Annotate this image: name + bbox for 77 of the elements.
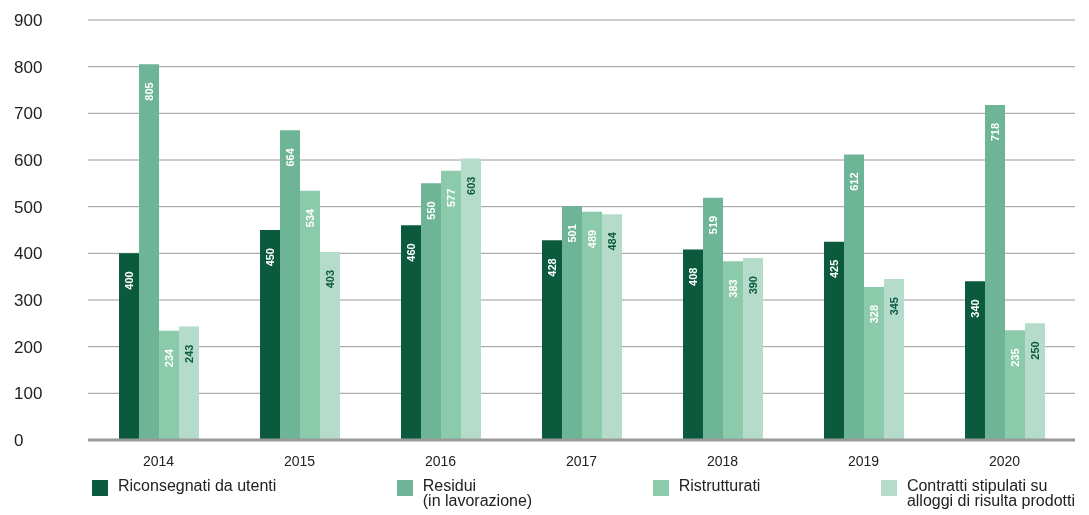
y-tick-label: 400 [14,244,43,264]
bar [1005,330,1026,440]
data-label: 340 [969,299,982,318]
y-tick-label: 200 [14,337,43,357]
data-label: 534 [304,207,317,228]
bar [864,286,885,440]
legend-label: Residui (in lavorazione) [422,477,533,509]
y-tick-label: 500 [14,197,43,217]
bar [743,258,764,440]
legend-label: Contratti stipulati su alloggi di risulta prodotti [906,477,1075,509]
y-tick-label: 100 [14,384,43,404]
legend-label: Riconsegnati da utenti [118,477,277,494]
y-tick-label: 800 [14,57,43,77]
bar [300,190,321,440]
data-label: 519 [707,215,720,235]
x-tick-label: 2016 [424,452,457,469]
data-label: 250 [1029,341,1042,360]
bar [119,253,140,440]
y-tick-label: 600 [14,151,43,171]
bar [461,158,482,440]
data-label: 235 [1009,348,1022,367]
bar [1025,323,1046,440]
data-label: 328 [868,304,881,324]
bar [562,206,583,440]
x-tick-label: 2018 [706,452,739,469]
data-label: 460 [405,243,418,262]
data-label: 612 [848,172,861,191]
data-label: 383 [727,279,740,298]
data-label: 805 [143,82,156,101]
data-label: 501 [566,224,579,243]
data-label: 428 [546,258,559,277]
bar [884,279,905,440]
data-label: 400 [123,271,136,290]
y-tick-label: 900 [14,11,43,31]
legend-label: Ristrutturati [678,477,761,494]
bar [824,241,845,440]
bar [965,281,986,440]
bar [542,240,563,440]
data-label: 664 [284,147,297,167]
data-label: 718 [989,122,1002,142]
bar [844,154,865,440]
bar [985,104,1006,440]
bar [582,211,603,440]
bar [280,130,301,440]
data-label: 345 [888,297,901,316]
data-label: 550 [425,201,438,220]
bar [139,64,160,440]
bar [703,197,724,440]
y-tick-label: 0 [14,431,24,451]
data-label: 234 [163,347,176,368]
x-tick-label: 2015 [283,452,316,469]
x-tick-label: 2020 [988,452,1021,469]
x-tick-label: 2014 [142,452,175,469]
data-label: 425 [828,259,841,279]
data-label: 577 [445,188,458,208]
y-tick-label: 700 [14,104,43,124]
y-tick-label: 300 [14,291,43,311]
bar [683,249,704,440]
bar [320,251,341,440]
bar [441,170,462,440]
bar [401,225,422,440]
bar [421,183,442,440]
data-label: 403 [324,269,337,289]
data-label: 484 [606,231,619,251]
data-label: 603 [465,176,478,195]
bar [602,214,623,440]
bar [723,261,744,440]
x-tick-label: 2019 [847,452,880,469]
data-label: 243 [183,344,196,363]
bar [159,330,180,440]
x-tick-label: 2017 [565,452,598,469]
data-label: 450 [264,248,277,267]
data-label: 408 [687,267,700,286]
data-label: 489 [586,229,599,249]
data-label: 390 [747,276,760,295]
bar [179,326,200,440]
bar [260,230,281,440]
